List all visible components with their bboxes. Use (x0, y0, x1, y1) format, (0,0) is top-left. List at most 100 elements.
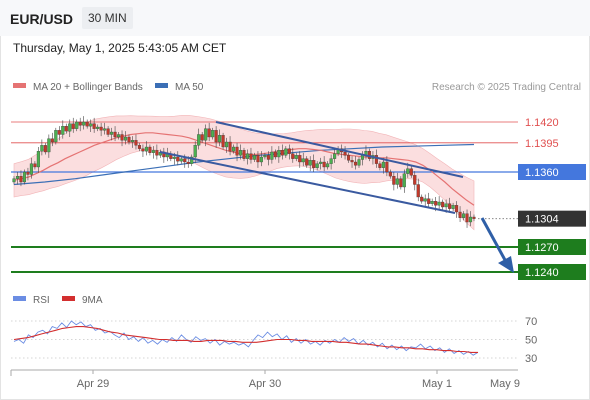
candle-body (472, 216, 476, 219)
candle-body (451, 205, 455, 209)
candle-body (99, 126, 103, 131)
candle-body (448, 203, 452, 209)
candle-body (427, 198, 431, 204)
candle-body (57, 130, 61, 135)
price-panel: 1.1420 1.1395 1.1360 1.1304 1.1270 1.1240 (11, 115, 586, 280)
candle-body (113, 131, 117, 138)
candle-body (406, 168, 410, 174)
candle-body (409, 168, 413, 176)
candle-body (137, 145, 142, 149)
candle-body (385, 161, 389, 173)
candle-body (392, 176, 396, 185)
candle-body (43, 145, 47, 153)
candle-body (61, 126, 65, 135)
candle-body (458, 211, 462, 218)
ma9-legend-label: 9MA (82, 295, 103, 306)
candle-body (179, 158, 183, 162)
rsi-tick-label-30: 30 (525, 353, 537, 365)
candle-body (103, 128, 107, 131)
candle-body (294, 155, 298, 159)
candle-body (96, 126, 100, 129)
candle-body (228, 141, 232, 152)
rsi-ma9-polyline (13, 326, 478, 353)
candle-body (395, 178, 399, 185)
candle-body (301, 158, 305, 163)
candle-body (461, 213, 466, 218)
timeframe-badge[interactable]: 30 MIN (82, 7, 133, 29)
candle-body (116, 134, 121, 138)
forecast-arrow-head (498, 256, 514, 273)
candle-body (123, 136, 128, 141)
level-labels: 1.1420 1.1395 1.1360 1.1304 1.1270 1.1240 (518, 117, 586, 280)
candle-body (29, 163, 33, 175)
candle-body (204, 128, 208, 141)
candle-body (92, 123, 96, 129)
rsi-tick-label-70: 70 (525, 316, 537, 328)
candle-body (85, 121, 89, 127)
candle-body (54, 130, 58, 143)
candle-body (280, 150, 284, 156)
level-label-1.1304: 1.1304 (525, 214, 559, 226)
candle-body (221, 135, 225, 148)
candle-body (434, 201, 438, 206)
level-tag-1.1240 (518, 264, 586, 280)
x-tick-label-Apr 30: Apr 30 (249, 378, 281, 390)
candle-body (106, 128, 110, 135)
level-label-1.1270: 1.1270 (525, 242, 559, 254)
candle-body (322, 161, 326, 168)
candle-body (211, 130, 215, 138)
candle-body (270, 151, 274, 160)
candle-body (207, 128, 211, 138)
candle-body (346, 155, 351, 161)
candle-body (259, 156, 263, 163)
candle-body (40, 145, 44, 152)
candle-body (231, 146, 236, 152)
candle-body (151, 150, 155, 153)
channel-lower-line (159, 151, 456, 214)
candle-body (75, 121, 79, 129)
candle-body (326, 163, 330, 168)
ma20-legend-label: MA 20 + Bollinger Bands (33, 82, 143, 93)
candle-body (266, 155, 270, 160)
rsi-legend-swatch (13, 296, 26, 301)
candle-body (343, 151, 347, 156)
candle-body (277, 150, 281, 158)
level-tag-1.1304 (518, 210, 586, 227)
level-label-1.1395: 1.1395 (525, 138, 559, 150)
candle-body (465, 213, 469, 223)
horizontal-levels (11, 121, 518, 273)
candle-body (155, 150, 159, 156)
chart-header: EUR/USD 30 MIN (0, 0, 590, 36)
candle-body (197, 134, 201, 146)
candle-body (144, 146, 148, 152)
level-label-1.1360: 1.1360 (525, 167, 559, 179)
candle-body (298, 155, 302, 163)
candle-body (141, 148, 145, 152)
candle-body (249, 153, 253, 160)
candle-body (374, 155, 378, 164)
ma20-legend-swatch (13, 83, 26, 88)
candle-body (50, 138, 54, 143)
x-tick-label-May 1: May 1 (422, 378, 452, 390)
level-tag-1.1360 (518, 164, 586, 180)
ma9-legend-swatch (62, 296, 75, 301)
rsi-legend: RSI 9MA (13, 295, 103, 306)
candle-body (333, 153, 337, 159)
candle-body (78, 121, 82, 126)
level-label-1.1420: 1.1420 (525, 117, 559, 129)
candle-body (312, 160, 316, 168)
candle-body (308, 160, 312, 166)
candle-body (242, 150, 246, 159)
candle-body (350, 160, 354, 163)
candle-body (305, 158, 309, 166)
x-axis: Apr 29 Apr 30 May 1 May 9 (10, 369, 520, 390)
candle-body (47, 138, 51, 153)
candle-body (388, 171, 392, 177)
forecast-arrow-shaft (480, 217, 507, 261)
candle-body (238, 150, 243, 156)
ma50-legend-swatch (155, 83, 168, 88)
level-label-1.1240: 1.1240 (525, 267, 559, 279)
candle-body (291, 153, 295, 159)
rsi-legend-label: RSI (33, 295, 50, 306)
x-tick-label-Apr 29: Apr 29 (77, 378, 109, 390)
